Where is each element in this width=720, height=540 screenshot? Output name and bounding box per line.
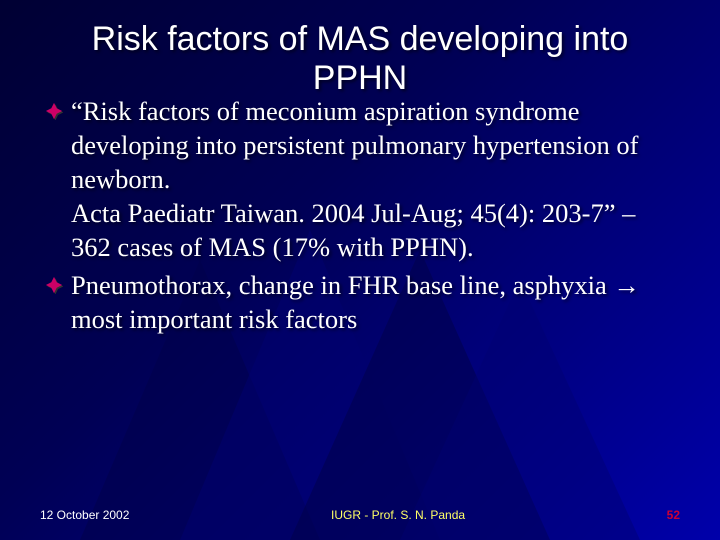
slide-footer: 12 October 2002 IUGR - Prof. S. N. Panda… — [0, 508, 720, 522]
bullet-text: Pneumothorax, change in FHR base line, a… — [71, 269, 675, 337]
bullet-text: “Risk factors of meconium aspiration syn… — [71, 95, 675, 265]
diamond-icon — [45, 276, 63, 299]
slide-title: Risk factors of MAS developing into PPHN — [40, 20, 680, 98]
diamond-icon — [45, 102, 63, 125]
footer-page-number: 52 — [667, 508, 680, 522]
slide: Risk factors of MAS developing into PPHN… — [0, 0, 720, 540]
slide-body: “Risk factors of meconium aspiration syn… — [40, 95, 680, 336]
bullet-item: Pneumothorax, change in FHR base line, a… — [45, 269, 675, 337]
footer-date: 12 October 2002 — [40, 508, 129, 522]
bullet-item: “Risk factors of meconium aspiration syn… — [45, 95, 675, 265]
footer-author: IUGR - Prof. S. N. Panda — [331, 508, 465, 522]
